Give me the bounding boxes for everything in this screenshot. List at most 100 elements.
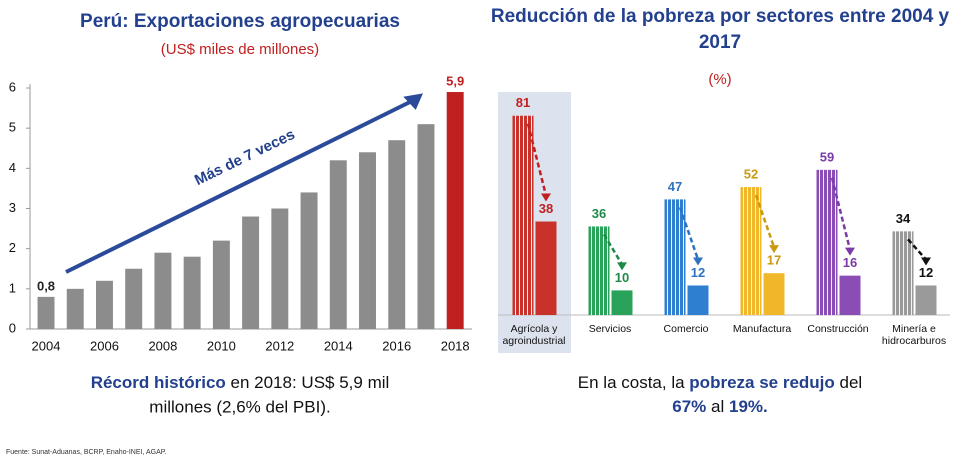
category-label-box: Minería e hidrocarburos: [881, 323, 947, 347]
right-title: Reducción de la pobreza por sectores ent…: [490, 6, 950, 53]
bar: [535, 221, 557, 315]
y-tick-label: 4: [9, 160, 16, 175]
bar: [417, 124, 435, 330]
bar: [154, 252, 172, 329]
bar: [839, 275, 861, 315]
value-label: 5,9: [446, 73, 464, 88]
left-title: Perú: Exportaciones agropecuarias: [80, 11, 400, 32]
change-arrow: [678, 206, 700, 260]
trend-annotation: Más de 7 veces: [192, 126, 298, 189]
bar: [212, 240, 230, 329]
bar: [892, 231, 914, 315]
left-caption: millones (2,6% del PBI).: [149, 397, 330, 416]
trend-arrow: [65, 99, 413, 274]
bar: [95, 280, 113, 329]
y-tick-label: 5: [9, 120, 16, 135]
bar: [588, 226, 610, 315]
bar: [763, 273, 785, 315]
bar: [37, 296, 55, 329]
bar: [125, 268, 143, 329]
change-arrow: [602, 233, 624, 266]
value-label: 38: [539, 201, 553, 216]
bar: [388, 140, 406, 329]
bar: [66, 288, 84, 329]
x-tick-label: 2012: [265, 338, 294, 353]
value-label: 52: [744, 167, 758, 182]
value-label: 36: [592, 206, 606, 221]
caption-text: del: [835, 373, 862, 392]
change-arrow: [830, 177, 852, 250]
x-tick-label: Comercio: [663, 323, 709, 335]
bar: [611, 290, 633, 315]
bar: [300, 192, 318, 329]
source: Fuente: Sunat-Aduanas, BCRP, Enaho-INEI,…: [6, 449, 167, 456]
value-label: 34: [896, 211, 911, 226]
arrow-head: [921, 257, 931, 266]
value-label: 12: [919, 265, 933, 280]
right-title-box: Reducción de la pobreza por sectores ent…: [490, 6, 950, 53]
bar: [512, 115, 534, 316]
value-label: 17: [767, 253, 781, 268]
y-tick-label: 3: [9, 200, 16, 215]
caption-text: En la costa, la: [578, 373, 690, 392]
left-subtitle: (US$ miles de millones): [161, 41, 319, 58]
highlight-box: [498, 92, 571, 353]
value-label: 0,8: [37, 278, 55, 293]
y-tick-label: 6: [9, 79, 16, 94]
x-tick-label: 2008: [148, 338, 177, 353]
x-tick-label: Agrícola y agroindustrial: [502, 323, 566, 347]
bar: [740, 187, 762, 315]
right-caption: 67% al 19%.: [672, 397, 767, 416]
x-tick-label: Minería e hidrocarburos: [881, 323, 947, 347]
value-label: 59: [820, 149, 834, 164]
x-tick-label: Construcción: [807, 323, 869, 335]
x-tick-label: 2016: [382, 338, 411, 353]
y-tick-label: 0: [9, 320, 16, 335]
arrow-head: [403, 93, 423, 110]
bar: [687, 285, 709, 315]
arrow-head: [693, 257, 703, 266]
bar: [183, 256, 201, 329]
value-label: 81: [516, 95, 530, 110]
caption-text: en 2018: US$ 5,9 mil: [226, 373, 389, 392]
category-label-box: Construcción: [807, 323, 869, 335]
bar: [271, 208, 289, 329]
bar: [816, 169, 838, 315]
value-label: 12: [691, 265, 705, 280]
x-tick-label: 2010: [207, 338, 236, 353]
x-tick-label: Manufactura: [732, 323, 792, 335]
value-label: 47: [668, 179, 682, 194]
category-label-box: Comercio: [663, 323, 709, 335]
caption-emphasis: Récord histórico: [91, 373, 226, 392]
change-arrow: [907, 238, 927, 261]
category-label-box: Servicios: [588, 323, 632, 335]
bar: [359, 152, 376, 329]
bar: [242, 216, 260, 329]
right-subtitle: (%): [708, 71, 731, 88]
right-caption: En la costa, la pobreza se redujo del: [578, 373, 862, 392]
x-tick-label: 2014: [324, 338, 353, 353]
x-tick-label: 2006: [90, 338, 119, 353]
y-tick-label: 1: [9, 280, 16, 295]
change-arrow: [754, 194, 776, 248]
bar: [915, 285, 937, 315]
value-label: 16: [843, 255, 857, 270]
change-arrow: [526, 123, 548, 196]
x-tick-label: 2018: [441, 338, 470, 353]
bar: [664, 199, 686, 315]
category-label-box: Agrícola y agroindustrial: [502, 323, 566, 347]
category-label-box: Manufactura: [732, 323, 792, 335]
caption-emphasis: 67%: [672, 397, 706, 416]
x-tick-label: 2004: [32, 338, 61, 353]
caption-text: al: [706, 397, 729, 416]
arrow-head: [845, 247, 855, 256]
x-tick-label: Servicios: [588, 323, 632, 335]
caption-emphasis: 19%.: [729, 397, 768, 416]
bar: [329, 160, 347, 329]
y-tick-label: 2: [9, 240, 16, 255]
bar: [446, 92, 464, 330]
caption-emphasis: pobreza se redujo: [689, 373, 834, 392]
arrow-head: [617, 262, 627, 271]
value-label: 10: [615, 270, 629, 285]
